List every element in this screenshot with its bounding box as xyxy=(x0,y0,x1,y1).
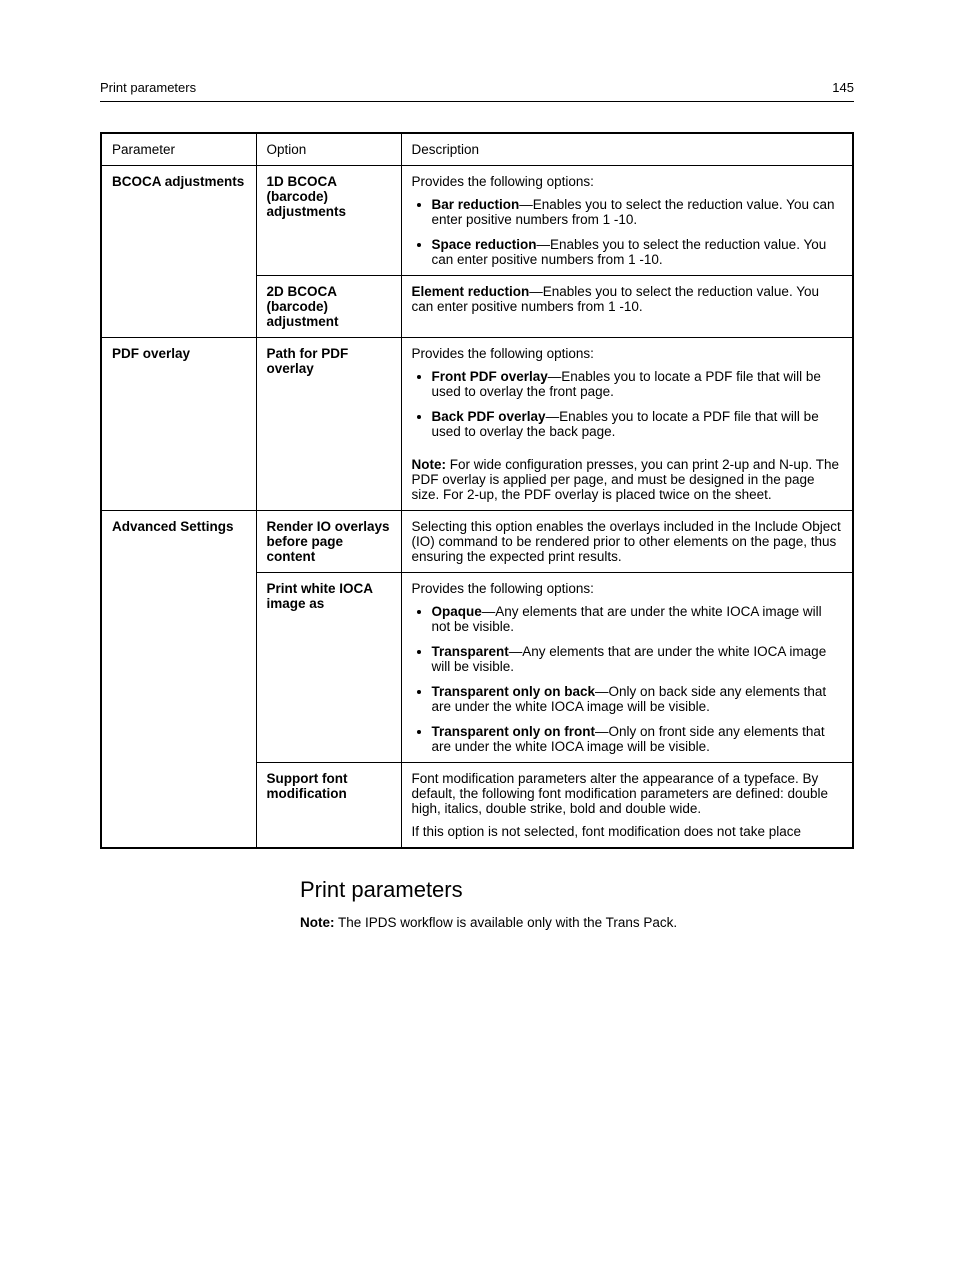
section-note: Note: The IPDS workflow is available onl… xyxy=(100,915,854,930)
desc-para: Font modification parameters alter the a… xyxy=(412,771,843,816)
bullet-bold: Space reduction xyxy=(432,237,537,252)
desc-lead: Provides the following options: xyxy=(412,346,843,361)
list-item: Opaque—Any elements that are under the w… xyxy=(432,604,843,634)
cell-parameter: PDF overlay xyxy=(101,338,256,511)
header-left: Print parameters xyxy=(100,80,196,95)
th-parameter: Parameter xyxy=(101,133,256,166)
th-option: Option xyxy=(256,133,401,166)
cell-description: Provides the following options: Front PD… xyxy=(401,338,853,511)
desc-inline-bold: Element reduction xyxy=(412,284,530,299)
cell-option: Print white IOCA image as xyxy=(256,573,401,763)
bullet-bold: Transparent xyxy=(432,644,509,659)
cell-option: 2D BCOCA (barcode) adjustment xyxy=(256,276,401,338)
section-title: Print parameters xyxy=(100,877,854,903)
list-item: Front PDF overlay—Enables you to locate … xyxy=(432,369,843,399)
note-bold: Note: xyxy=(300,915,335,930)
table-row: Advanced Settings Render IO overlays bef… xyxy=(101,511,853,573)
note-text: The IPDS workflow is available only with… xyxy=(335,915,678,930)
bullet-bold: Back PDF overlay xyxy=(432,409,546,424)
page-container: Print parameters 145 Parameter Option De… xyxy=(0,0,954,990)
cell-parameter: BCOCA adjustments xyxy=(101,166,256,338)
table-header-row: Parameter Option Description xyxy=(101,133,853,166)
list-item: Space reduction—Enables you to select th… xyxy=(432,237,843,267)
cell-option: Support font modification xyxy=(256,763,401,849)
cell-description: Provides the following options: Bar redu… xyxy=(401,166,853,276)
bullet-bold: Front PDF overlay xyxy=(432,369,548,384)
list-item: Bar reduction—Enables you to select the … xyxy=(432,197,843,227)
th-description: Description xyxy=(401,133,853,166)
table-row: BCOCA adjustments 1D BCOCA (barcode) adj… xyxy=(101,166,853,276)
bullet-bold: Transparent only on front xyxy=(432,724,596,739)
header-page-number: 145 xyxy=(832,80,854,95)
cell-option: 1D BCOCA (barcode) adjustments xyxy=(256,166,401,276)
cell-description: Element reduction—Enables you to select … xyxy=(401,276,853,338)
list-item: Transparent only on front—Only on front … xyxy=(432,724,843,754)
note-bold: Note: xyxy=(412,457,447,472)
cell-description: Selecting this option enables the overla… xyxy=(401,511,853,573)
cell-parameter: Advanced Settings xyxy=(101,511,256,849)
desc-lead: Provides the following options: xyxy=(412,174,843,189)
desc-list: Bar reduction—Enables you to select the … xyxy=(412,197,843,267)
bullet-bold: Transparent only on back xyxy=(432,684,596,699)
list-item: Transparent—Any elements that are under … xyxy=(432,644,843,674)
bullet-bold: Bar reduction xyxy=(432,197,520,212)
desc-list: Front PDF overlay—Enables you to locate … xyxy=(412,369,843,439)
bullet-text: —Any elements that are under the white I… xyxy=(432,604,822,634)
cell-option: Render IO overlays before page content xyxy=(256,511,401,573)
bullet-bold: Opaque xyxy=(432,604,482,619)
parameters-table: Parameter Option Description BCOCA adjus… xyxy=(100,132,854,849)
cell-description: Font modification parameters alter the a… xyxy=(401,763,853,849)
table-row: PDF overlay Path for PDF overlay Provide… xyxy=(101,338,853,511)
list-item: Back PDF overlay—Enables you to locate a… xyxy=(432,409,843,439)
desc-lead: Provides the following options: xyxy=(412,581,843,596)
cell-option: Path for PDF overlay xyxy=(256,338,401,511)
page-header: Print parameters 145 xyxy=(100,80,854,102)
desc-list: Opaque—Any elements that are under the w… xyxy=(412,604,843,754)
desc-para: If this option is not selected, font mod… xyxy=(412,824,843,839)
list-item: Transparent only on back—Only on back si… xyxy=(432,684,843,714)
cell-description: Provides the following options: Opaque—A… xyxy=(401,573,853,763)
note-text: For wide configuration presses, you can … xyxy=(412,457,839,502)
desc-note: Note: For wide configuration presses, yo… xyxy=(412,457,843,502)
